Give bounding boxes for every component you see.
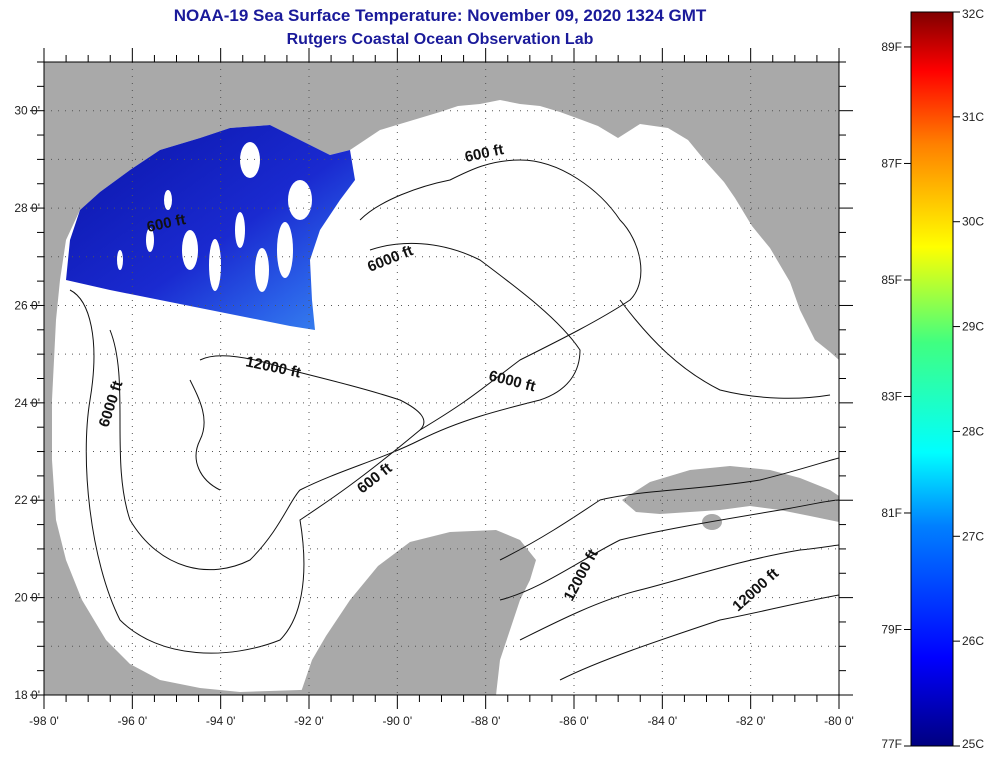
colorbar-fahrenheit-label: 79F — [881, 622, 902, 636]
colorbar-celsius-label: 27C — [962, 529, 984, 543]
longitude-label: -96 0' — [118, 714, 148, 728]
longitude-label: -90 0' — [383, 714, 413, 728]
colorbar-fahrenheit-label: 81F — [881, 506, 902, 520]
longitude-label: -82 0' — [736, 714, 766, 728]
longitude-label: -80 0' — [824, 714, 854, 728]
colorbar-fahrenheit-label: 83F — [881, 389, 902, 403]
axis-ticks — [30, 48, 853, 709]
colorbar-celsius-label: 31C — [962, 110, 984, 124]
colorbar-celsius-labels: 32C 31C 30C 29C 28C 27C 26C 25C — [953, 7, 984, 751]
sst-swath — [66, 125, 355, 330]
colorbar-fahrenheit-label: 85F — [881, 273, 902, 287]
colorbar-celsius-label: 29C — [962, 320, 984, 334]
colorbar-celsius-label: 30C — [962, 215, 984, 229]
colorbar-fahrenheit-labels: 89F 87F 85F 83F 81F 79F 77F — [881, 40, 911, 751]
longitude-label: -92 0' — [294, 714, 324, 728]
map-title: NOAA-19 Sea Surface Temperature: Novembe… — [173, 6, 707, 25]
colorbar-celsius-label: 26C — [962, 634, 984, 648]
latitude-label: 20 0' — [14, 591, 40, 605]
colorbar-celsius-label: 25C — [962, 737, 984, 751]
latitude-labels: 18 0' 20 0' 22 0' 24 0' 26 0' 28 0' 30 0' — [14, 104, 40, 702]
map-frame — [43, 61, 840, 696]
latitude-label: 30 0' — [14, 104, 40, 118]
longitude-label: -98 0' — [29, 714, 59, 728]
colorbar-celsius-label: 32C — [962, 7, 984, 21]
cloud-mask — [117, 142, 312, 292]
longitude-label: -88 0' — [471, 714, 501, 728]
colorbar — [910, 11, 954, 747]
land-north-america — [44, 62, 839, 695]
land-cuba — [622, 466, 839, 522]
land-yucatan — [300, 530, 536, 695]
latitude-label: 24 0' — [14, 396, 40, 410]
colorbar-fahrenheit-label: 77F — [881, 737, 902, 751]
latitude-label: 22 0' — [14, 493, 40, 507]
latitude-label: 28 0' — [14, 201, 40, 215]
graticule — [44, 62, 839, 695]
map-subtitle: Rutgers Coastal Ocean Observation Lab — [286, 31, 594, 48]
longitude-label: -94 0' — [206, 714, 236, 728]
colorbar-celsius-label: 28C — [962, 424, 984, 438]
latitude-label: 26 0' — [14, 298, 40, 312]
colorbar-fahrenheit-label: 89F — [881, 40, 902, 54]
longitude-labels: -98 0' -96 0' -94 0' -92 0' -90 0' -88 0' -86 … — [29, 714, 854, 728]
longitude-label: -84 0' — [648, 714, 678, 728]
bathymetry-contours — [69, 159, 839, 681]
latitude-label: 18 0' — [14, 688, 40, 702]
colorbar-fahrenheit-label: 87F — [881, 156, 902, 170]
longitude-label: -86 0' — [559, 714, 589, 728]
